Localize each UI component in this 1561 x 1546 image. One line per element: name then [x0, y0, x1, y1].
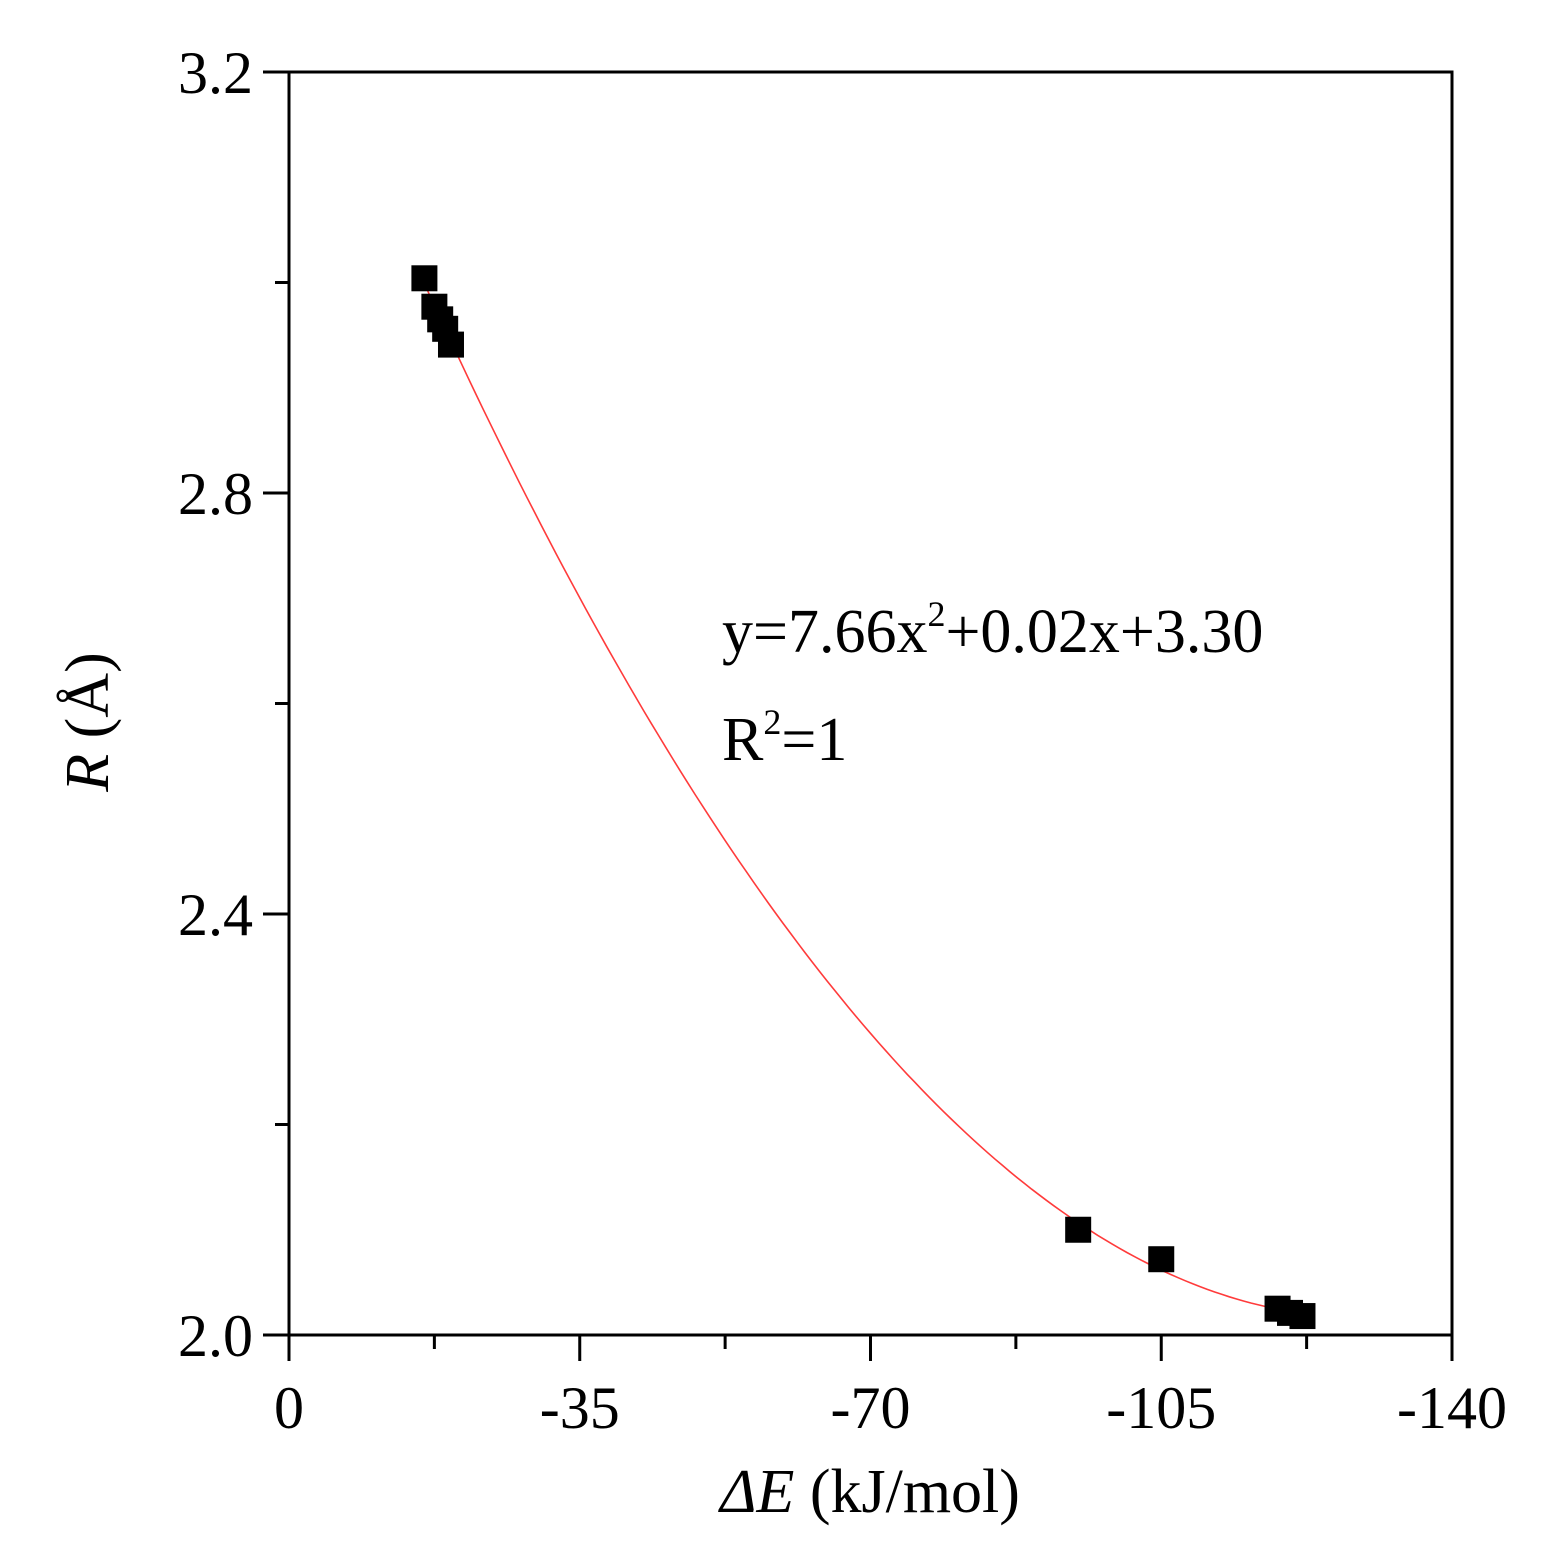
fit-equation-prefix: y=7.66x: [722, 598, 927, 666]
x-tick-label: -140: [1397, 1375, 1507, 1441]
y-tick-label: 2.0: [178, 1303, 253, 1369]
data-point: [437, 331, 464, 358]
y-axis-unit: (Å): [54, 652, 122, 738]
axis-ticks: [263, 70, 1454, 1361]
y-tick-label: 2.8: [178, 461, 253, 527]
data-points: [411, 265, 1316, 1330]
data-point: [1148, 1246, 1175, 1273]
fit-equation-exponent: 2: [927, 594, 945, 634]
x-axis-unit: (kJ/mol): [810, 1458, 1020, 1526]
y-axis-title: R (Å): [54, 652, 122, 792]
y-tick-label: 2.4: [178, 882, 253, 948]
fit-equation-suffix: +0.02x+3.30: [945, 598, 1263, 666]
x-axis-title: ΔE (kJ/mol): [717, 1458, 1020, 1526]
x-tick-label: 0: [274, 1375, 304, 1441]
x-axis-symbol: ΔE: [717, 1458, 794, 1526]
y-tick-label: 3.2: [178, 40, 253, 106]
x-tick-label: -70: [831, 1375, 911, 1441]
x-tick-label: -35: [540, 1375, 620, 1441]
fit-r-squared: R2=1: [722, 702, 847, 774]
r-squared-prefix: R: [722, 706, 764, 774]
data-point: [411, 265, 438, 292]
data-point: [1065, 1216, 1092, 1243]
y-axis-symbol: R: [54, 754, 122, 793]
data-point: [1289, 1303, 1316, 1330]
axis-tick-labels: 0 -35 -70 -105 -140 2.0 2.4 2.8 3.2: [178, 40, 1507, 1441]
plot-frame: [287, 70, 1454, 1337]
fit-curve: [423, 283, 1303, 1315]
r-squared-exponent: 2: [763, 702, 781, 742]
fit-equation: y=7.66x2+0.02x+3.30: [722, 594, 1263, 666]
r-squared-suffix: =1: [781, 706, 847, 774]
x-tick-label: -105: [1106, 1375, 1216, 1441]
